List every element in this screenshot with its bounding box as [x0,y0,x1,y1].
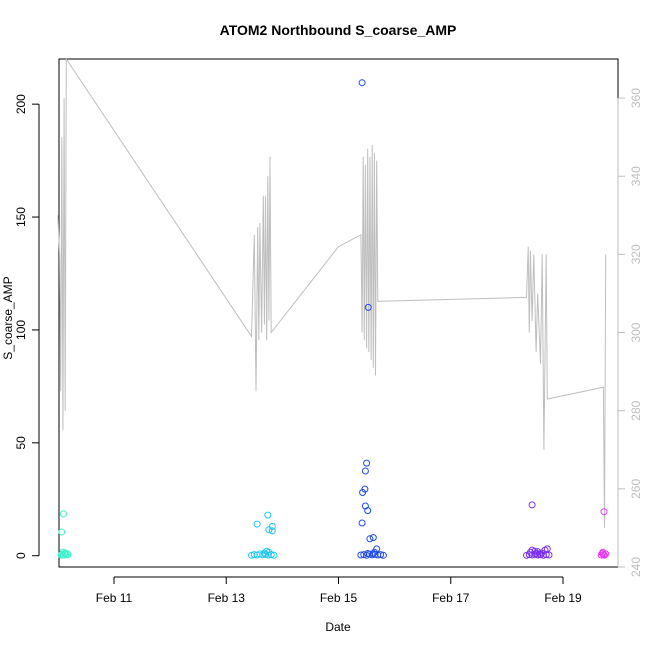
y-tick-label: 50 [14,436,28,450]
x-tick-label: Feb 11 [96,591,133,605]
y-tick-label: 0 [14,552,28,559]
data-point [361,502,369,510]
y-tick-label: 150 [14,207,28,227]
data-point [361,467,369,475]
data-point [535,550,543,558]
data-point [599,548,607,556]
data-point [369,534,377,542]
right-tick-label: 280 [629,400,643,420]
line-series-layer [57,57,607,528]
data-point [60,510,67,518]
right-tick-label: 260 [629,479,643,499]
data-point [270,551,278,559]
right-tick-label: 340 [629,166,643,186]
x-axis: Feb 11 Feb 13 Feb 15 Feb 17 Feb 19 [96,576,582,605]
data-point [364,303,372,311]
x-axis-label: Date [325,620,351,634]
right-tick-label: 300 [629,322,643,342]
right-tick-label: 240 [629,557,643,577]
line-series [57,57,607,528]
point-series-3 [357,79,387,559]
data-point [358,79,366,87]
right-axis: 240 260 280 300 320 340 360 [617,88,643,577]
right-tick-label: 320 [629,244,643,264]
y-axis: 0 50 100 150 200 [14,94,40,559]
data-point [526,548,534,556]
right-tick-label: 360 [629,88,643,108]
y-tick-label: 100 [14,320,28,340]
point-series-5 [597,508,610,559]
y-tick-label: 200 [14,94,28,114]
data-point [267,551,275,559]
point-series-4 [523,501,553,559]
data-point [543,545,551,553]
data-point [58,528,66,536]
data-point [264,511,272,519]
data-point [358,519,366,527]
point-series-2 [248,511,278,559]
data-point [545,551,553,559]
data-point [363,459,371,467]
data-point [361,485,369,493]
points-layer [57,79,610,559]
data-point [260,549,268,557]
data-point [377,551,385,559]
data-point [268,522,276,530]
data-point [63,550,71,558]
data-point [373,545,381,553]
data-point [265,526,273,534]
x-tick-label: Feb 19 [544,591,582,605]
data-point [253,520,261,528]
plot-frame [58,58,619,568]
data-point [528,501,536,509]
data-point [600,508,608,516]
data-point [265,548,273,556]
data-point [379,551,387,559]
data-point [268,527,276,535]
y-axis-label: S_coarse_AMP [1,276,15,359]
chart-title: ATOM2 Northbound S_coarse_AMP [220,22,457,38]
point-series-1 [57,510,72,559]
data-point [369,550,377,558]
x-tick-label: Feb 13 [208,591,246,605]
x-tick-label: Feb 17 [432,591,470,605]
x-tick-label: Feb 15 [320,591,358,605]
data-point [366,535,374,543]
